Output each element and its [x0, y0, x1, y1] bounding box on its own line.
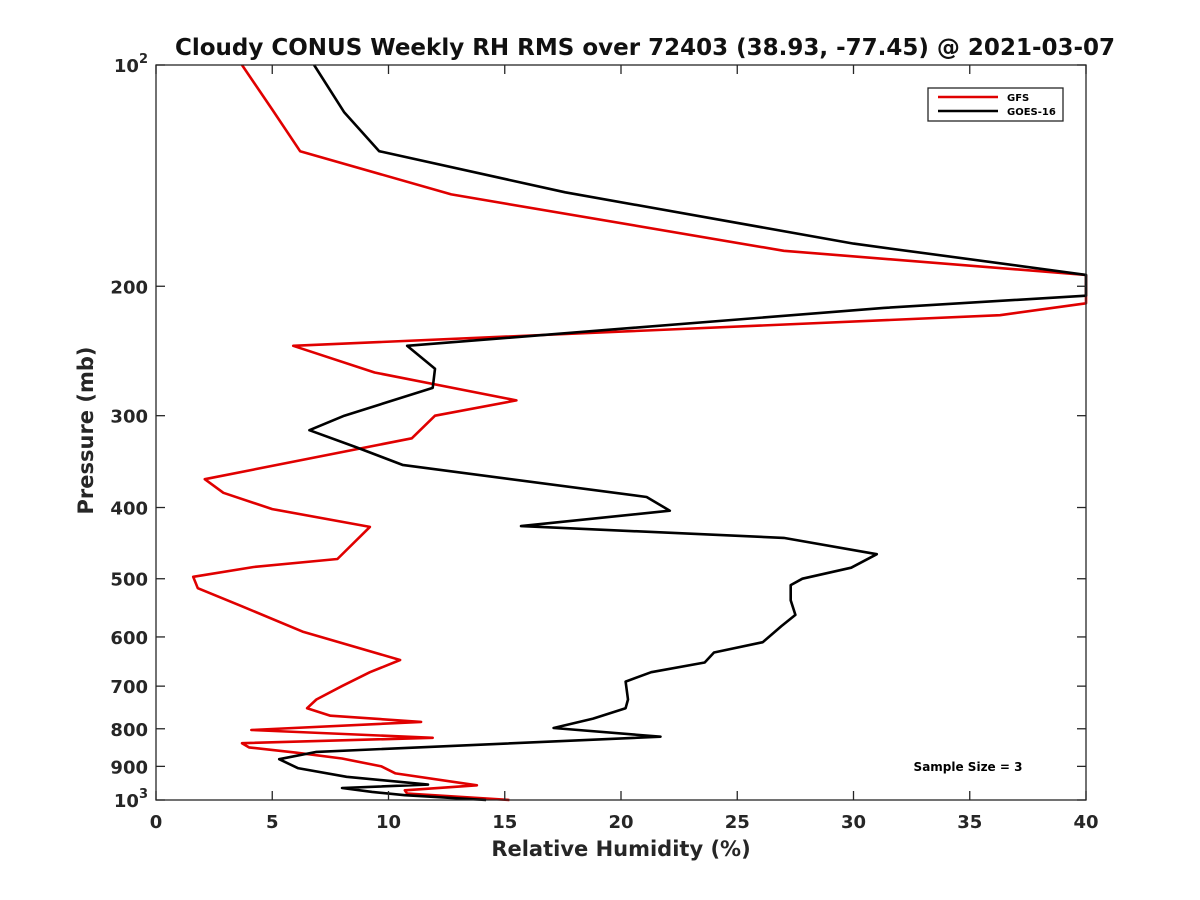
x-axis: 0 5 10 15 20 25 30 35 40: [150, 65, 1099, 833]
x-axis-label: Relative Humidity (%): [491, 837, 750, 861]
y-axis: 102 200 300 400 500 600 700 800 900 103: [110, 52, 1086, 812]
y-tick-label: 200: [110, 277, 148, 298]
legend: GFS GOES-16: [927, 87, 1064, 122]
y-tick-label: 300: [110, 407, 148, 428]
series-layer: [191, 64, 1088, 802]
y-tick-label: 103: [114, 787, 148, 812]
x-tick-label: 5: [266, 812, 279, 833]
y-tick-label: 102: [114, 52, 148, 77]
x-tick-label: 15: [492, 812, 517, 833]
y-tick-label: 900: [110, 757, 148, 778]
x-tick-label: 0: [150, 812, 163, 833]
y-tick-label: 700: [110, 677, 148, 698]
sample-size-annotation: Sample Size = 3: [914, 760, 1023, 774]
legend-label: GOES-16: [1007, 107, 1056, 118]
y-tick-label: 600: [110, 628, 148, 649]
y-tick-label: 800: [110, 720, 148, 741]
x-tick-label: 20: [608, 812, 633, 833]
legend-box: [927, 87, 1064, 122]
plot-frame: [155, 64, 1087, 801]
series-line-goes-16: [277, 64, 1088, 802]
y-tick-label: 400: [110, 499, 148, 520]
y-axis-label: Pressure (mb): [74, 347, 98, 515]
y-tick-label: 500: [110, 570, 148, 591]
x-tick-label: 30: [841, 812, 866, 833]
x-tick-label: 35: [957, 812, 982, 833]
x-tick-label: 40: [1073, 812, 1098, 833]
x-tick-label: 25: [725, 812, 750, 833]
chart-title: Cloudy CONUS Weekly RH RMS over 72403 (3…: [175, 35, 1115, 61]
series-line-gfs: [191, 64, 1088, 802]
legend-label: GFS: [1007, 93, 1029, 104]
x-tick-label: 10: [376, 812, 401, 833]
